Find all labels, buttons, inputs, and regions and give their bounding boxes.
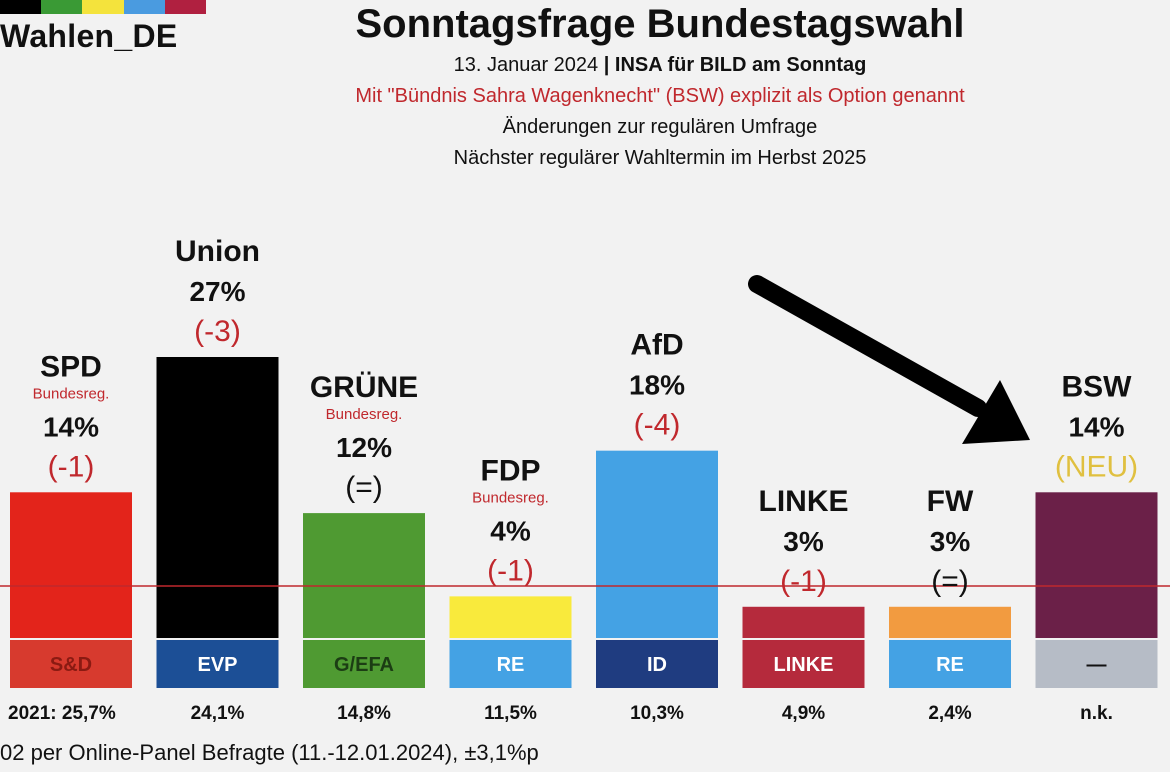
eu-group-label-union: EVP (197, 654, 237, 676)
change-label-union: (-3) (194, 315, 241, 348)
value-label-bsw: 14% (1068, 411, 1124, 442)
party-label-fdp: FDP (481, 454, 541, 487)
separator: | (603, 54, 610, 76)
result-2021-grüne: 14,8% (337, 703, 391, 724)
change-label-afd: (-4) (634, 409, 681, 442)
value-label-fw: 3% (930, 526, 971, 557)
result-2021-fw: 2,4% (928, 703, 971, 724)
bar-grüne (303, 513, 425, 638)
change-label-fw: (=) (931, 565, 969, 598)
party-label-linke: LINKE (759, 485, 849, 518)
logo-color-2 (41, 0, 83, 14)
party-label-grüne: GRÜNE (310, 371, 418, 404)
eu-group-label-fw: RE (936, 654, 964, 676)
bar-linke (742, 606, 865, 638)
logo-color-3 (82, 0, 124, 14)
result-2021-bsw: n.k. (1080, 703, 1113, 724)
party-label-afd: AfD (630, 329, 683, 362)
bar-fdp (449, 596, 572, 638)
result-2021-fdp: 11,5% (484, 703, 537, 724)
arrow-head-icon (962, 380, 1030, 444)
eu-group-label-fdp: RE (497, 654, 525, 676)
survey-date: 13. Januar 2024 (453, 54, 599, 76)
value-label-linke: 3% (783, 526, 824, 557)
logo-color-bar (0, 0, 207, 14)
eu-group-box-linke (742, 640, 865, 688)
arrow-shaft (748, 275, 987, 417)
government-label-spd: Bundesreg. (33, 385, 110, 402)
result-2021-union: 24,1% (191, 703, 245, 724)
result-2021-spd: 2021: 25,7% (8, 703, 116, 724)
changes-note: Änderungen zur regulären Umfrage (502, 116, 818, 138)
change-label-bsw: (NEU) (1055, 450, 1138, 483)
change-label-spd: (-1) (48, 450, 95, 483)
eu-group-box-fw (889, 640, 1011, 688)
date-line: 13. Januar 2024 | INSA für BILD am Sonnt… (0, 54, 1170, 77)
bar-bsw (1035, 492, 1158, 638)
eu-group-box-bsw (1035, 640, 1158, 688)
bar-fw (889, 606, 1011, 638)
party-label-union: Union (175, 235, 260, 268)
bar-afd (596, 450, 718, 638)
eu-group-label-linke: LINKE (774, 654, 834, 676)
party-label-spd: SPD (40, 350, 102, 383)
government-label-grüne: Bundesreg. (326, 406, 403, 423)
change-label-linke: (-1) (780, 565, 827, 598)
party-label-fw: FW (927, 485, 974, 518)
eu-group-label-spd: S&D (50, 654, 92, 676)
eu-group-box-afd (596, 640, 718, 688)
survey-institute: INSA für BILD am Sonntag (614, 54, 867, 76)
eu-group-box-union (156, 640, 279, 688)
party-label-bsw: BSW (1062, 370, 1133, 403)
value-label-union: 27% (189, 276, 245, 307)
chart-title: Sonntagsfrage Bundestagswahl (355, 2, 965, 46)
eu-group-label-grüne: G/EFA (334, 654, 394, 676)
value-label-grüne: 12% (336, 432, 392, 463)
value-label-fdp: 4% (490, 515, 531, 546)
result-2021-linke: 4,9% (782, 703, 825, 724)
government-label-fdp: Bundesreg. (472, 489, 549, 506)
eu-group-box-grüne (303, 640, 425, 688)
footer-note: 02 per Online-Panel Befragte (11.-12.01.… (0, 740, 539, 765)
bar-spd (10, 492, 132, 638)
eu-group-label-afd: ID (647, 654, 667, 676)
logo-color-5 (164, 0, 207, 14)
change-label-fdp: (-1) (487, 554, 534, 587)
value-label-spd: 14% (43, 411, 99, 442)
result-2021-afd: 10,3% (630, 703, 684, 724)
logo-text: Wahlen_DE (0, 18, 178, 54)
logo-color-1 (0, 0, 42, 14)
change-label-grüne: (=) (345, 471, 383, 504)
value-label-afd: 18% (629, 370, 685, 401)
logo-color-4 (123, 0, 165, 14)
bsw-note: Mit "Bündnis Sahra Wagenknecht" (BSW) ex… (355, 85, 965, 107)
eu-group-box-spd (10, 640, 132, 688)
next-election-note: Nächster regulärer Wahltermin im Herbst … (453, 147, 867, 169)
eu-group-box-fdp (449, 640, 572, 688)
eu-group-label-bsw: — (1087, 654, 1107, 676)
bar-chart: (-1) 14% Bundesreg. SPD (-3) 27% Union (=) 12% Bu… (0, 235, 1170, 724)
bar-union (156, 357, 279, 638)
